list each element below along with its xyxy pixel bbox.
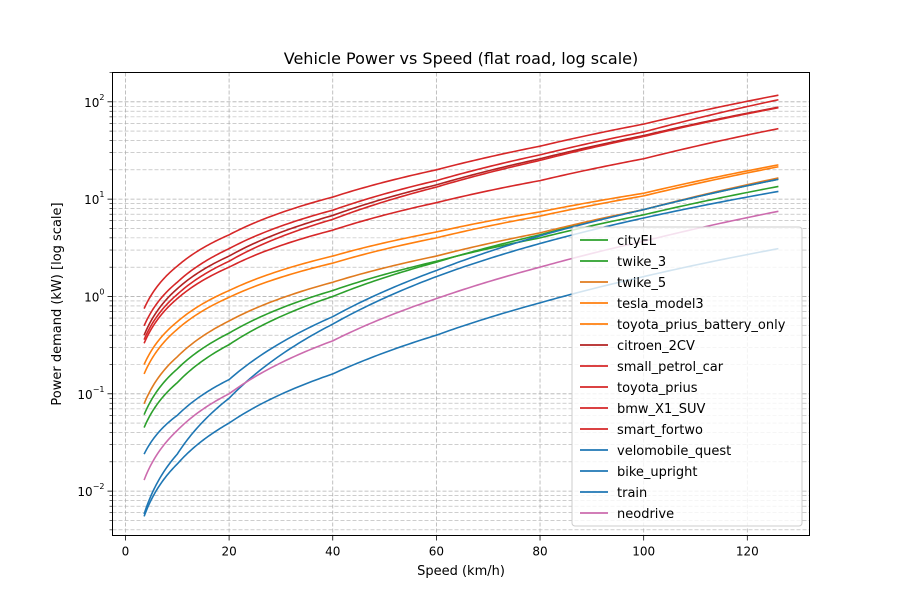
- y-tick-label: 100: [84, 287, 104, 304]
- series-line-tesla_model3: [143, 165, 779, 375]
- legend-label: bmw_X1_SUV: [617, 402, 705, 417]
- series-line-small_petrol_car: [143, 106, 779, 340]
- legend-label: twike_5: [617, 276, 666, 291]
- series-line-bike_upright: [143, 190, 779, 515]
- series-line-toyota_prius: [143, 98, 779, 327]
- legend-label: toyota_prius_battery_only: [617, 318, 786, 333]
- legend-label: twike_3: [617, 255, 666, 270]
- y-tick-label: 10−1: [77, 385, 104, 402]
- legend-label: cityEL: [617, 234, 657, 249]
- legend-label: tesla_model3: [617, 297, 704, 312]
- legend-label: bike_upright: [617, 465, 697, 480]
- y-tick-label: 101: [84, 190, 104, 207]
- legend-label: citroen_2CV: [617, 339, 695, 354]
- x-tick-label: 0: [122, 545, 130, 559]
- x-tick-label: 80: [532, 545, 547, 559]
- plot-frame: [112, 72, 810, 536]
- legend-label: small_petrol_car: [617, 360, 724, 375]
- legend-label: toyota_prius: [617, 381, 698, 396]
- grid: [112, 72, 810, 536]
- legend-label: velomobile_quest: [617, 444, 731, 459]
- x-tick-label: 120: [736, 545, 759, 559]
- y-axis: 10−2 10−1 100 101 102: [77, 72, 113, 531]
- series-line-bmw_X1_SUV: [143, 94, 779, 309]
- x-axis: 0 20 40 60 80 100 120: [122, 535, 759, 559]
- legend-box: [571, 226, 803, 527]
- legend: cityEL twike_3 twike_5 tesla_model3 toyota_p…: [571, 226, 803, 527]
- y-tick-label: 102: [84, 93, 104, 110]
- x-tick-label: 40: [325, 545, 340, 559]
- chart-title: Vehicle Power vs Speed (flat road, log s…: [284, 49, 638, 68]
- x-tick-label: 100: [632, 545, 655, 559]
- series-line-train: [143, 178, 779, 455]
- y-tick-label: 10−2: [77, 482, 104, 499]
- x-tick-label: 60: [429, 545, 444, 559]
- series-line-smart_fortwo: [143, 127, 779, 344]
- legend-label: neodrive: [617, 507, 674, 522]
- y-axis-label: Power demand (kW) [log scale]: [50, 202, 65, 405]
- legend-label: smart_fortwo: [617, 423, 703, 438]
- x-axis-label: Speed (km/h): [417, 564, 505, 579]
- series-line-citroen_2CV: [143, 106, 779, 336]
- x-tick-label: 20: [221, 545, 236, 559]
- legend-label: train: [617, 486, 647, 501]
- series-line-toyota_prius_battery_only: [143, 164, 779, 365]
- series-line-cityEL: [143, 185, 779, 416]
